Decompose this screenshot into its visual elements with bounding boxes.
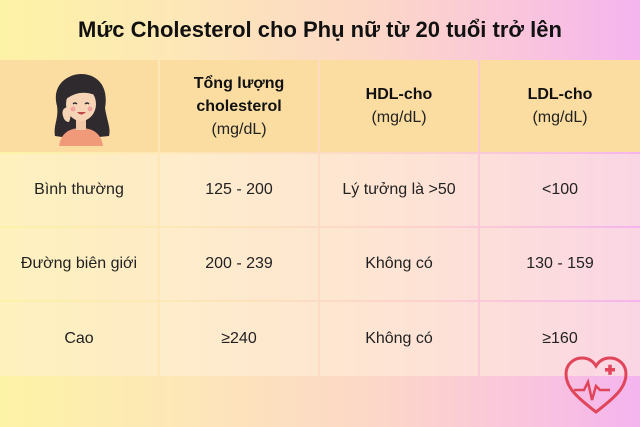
row-label-borderline: Đường biên giới <box>0 228 158 300</box>
cell-normal-ldl: <100 <box>480 154 640 226</box>
cell-borderline-total: 200 - 239 <box>160 228 318 300</box>
header-ldl-label: LDL-cho <box>527 86 593 103</box>
header-total-unit: (mg/dL) <box>211 120 267 138</box>
header-ldl: LDL-cho (mg/dL) <box>480 60 640 152</box>
cell-high-hdl: Không có <box>320 302 478 376</box>
header-hdl-unit: (mg/dL) <box>371 109 427 126</box>
cell-normal-hdl: Lý tưởng là >50 <box>320 154 478 226</box>
header-avatar-cell <box>0 60 158 152</box>
row-label-normal: Bình thường <box>0 154 158 226</box>
cell-borderline-ldl: 130 - 159 <box>480 228 640 300</box>
cell-normal-total: 125 - 200 <box>160 154 318 226</box>
header-hdl-label: HDL-cho <box>365 86 433 103</box>
header-total-line2: cholesterol <box>196 97 282 115</box>
header-ldl-unit: (mg/dL) <box>532 109 588 126</box>
cell-high-ldl: ≥160 <box>480 302 640 376</box>
cell-high-total: ≥240 <box>160 302 318 376</box>
header-total-line1: Tổng lượng <box>193 74 285 92</box>
cell-borderline-hdl: Không có <box>320 228 478 300</box>
heart-pulse-logo-icon <box>564 356 628 414</box>
cholesterol-table: Tổng lượng cholesterol (mg/dL) HDL-cho (… <box>0 60 640 378</box>
smiling-woman-avatar-icon <box>54 74 110 146</box>
header-hdl: HDL-cho (mg/dL) <box>320 60 478 152</box>
header-total-cholesterol: Tổng lượng cholesterol (mg/dL) <box>160 60 318 152</box>
row-label-high: Cao <box>0 302 158 376</box>
page-title: Mức Cholesterol cho Phụ nữ từ 20 tuổi tr… <box>78 17 562 42</box>
